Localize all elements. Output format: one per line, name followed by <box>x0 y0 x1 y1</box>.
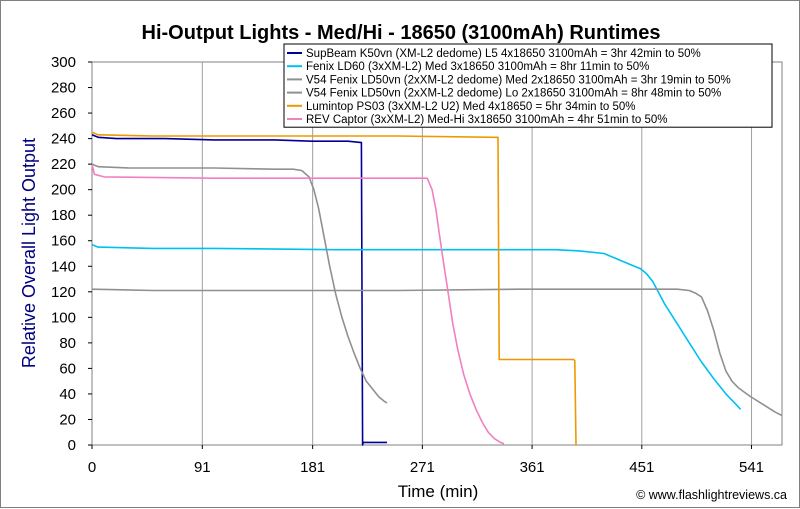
y-tick-label: 220 <box>51 156 76 173</box>
legend: SupBeam K50vn (XM-L2 dedome) L5 4x18650 … <box>283 43 773 128</box>
y-tick-label: 80 <box>59 335 76 352</box>
x-tick-label: 361 <box>520 459 545 476</box>
x-tick-label: 541 <box>739 459 764 476</box>
y-tick-label: 160 <box>51 233 76 250</box>
series-line-3 <box>91 163 388 404</box>
y-tick-label: 180 <box>51 207 76 224</box>
series-line-6 <box>91 163 505 445</box>
y-tick-label: 280 <box>51 80 76 97</box>
series-line-4 <box>91 288 783 417</box>
legend-box <box>283 43 773 128</box>
credit-text: © www.flashlightreviews.ca <box>636 488 787 502</box>
y-tick-label: 200 <box>51 182 76 199</box>
y-tick-label: 260 <box>51 105 76 122</box>
x-tick-label: 271 <box>410 459 435 476</box>
y-tick-label: 40 <box>59 386 76 403</box>
legend-label-2: Fenix LD60 (3xXM-L2) Med 3x18650 3100mAh… <box>306 61 649 73</box>
legend-label-1: SupBeam K50vn (XM-L2 dedome) L5 4x18650 … <box>306 48 701 60</box>
y-tick-label: 240 <box>51 131 76 148</box>
series-line-1 <box>91 134 387 446</box>
legend-label-4: V54 Fenix LD50vn (2xXM-L2 dedome) Lo 2x1… <box>306 88 721 100</box>
x-tick-label: 181 <box>300 459 325 476</box>
x-tick-label: 91 <box>194 459 211 476</box>
y-tick-label: 120 <box>51 284 76 301</box>
legend-label-5: Lumintop PS03 (3xXM-L2 U2) Med 4x18650 =… <box>306 101 636 113</box>
y-tick-label: 100 <box>51 309 76 326</box>
series-line-2 <box>91 243 742 410</box>
x-axis-label: Time (min) <box>398 482 479 501</box>
chart-title: Hi-Output Lights - Med/Hi - 18650 (3100m… <box>142 22 661 44</box>
y-tick-label: 140 <box>51 258 76 275</box>
y-tick-label: 60 <box>59 360 76 377</box>
y-tick-label: 20 <box>59 411 76 428</box>
x-tick-label: 451 <box>629 459 654 476</box>
series-lines <box>91 131 783 446</box>
y-tick-label: 300 <box>51 54 76 71</box>
series-line-5 <box>91 131 577 446</box>
y-tick-label: 0 <box>68 437 76 454</box>
y-axis-label: Relative Overall Light Output <box>19 138 39 368</box>
legend-label-6: REV Captor (3xXM-L2) Med-Hi 3x18650 3100… <box>306 114 667 126</box>
x-tick-label: 0 <box>88 459 96 476</box>
axes: 0 20 40 60 80 100 120 140 160 180 200 220 240 260 280 3… <box>51 54 764 476</box>
legend-label-3: V54 Fenix LD50vn (2xXM-L2 dedome) Med 2x… <box>306 74 731 86</box>
